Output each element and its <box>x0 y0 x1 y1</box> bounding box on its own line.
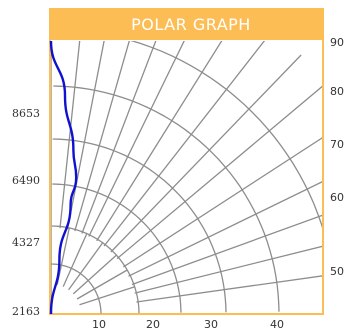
grid-spoke-0 <box>56 227 70 285</box>
y-left-tick-label: 8653 <box>12 107 40 120</box>
y-right-tick-label: 60 <box>330 191 344 204</box>
series-layer <box>49 40 78 315</box>
grid-radial-12 <box>134 245 322 294</box>
grid-arc-4 <box>53 85 280 312</box>
grid-spoke-4 <box>76 269 128 300</box>
grid-arc-2 <box>52 183 182 313</box>
grid-radial-8 <box>116 85 322 260</box>
y-right-tick-label: 80 <box>330 85 344 98</box>
x-tick-label: 20 <box>146 318 160 331</box>
grid-radial-10 <box>128 181 322 277</box>
grid-spoke-5 <box>79 286 135 306</box>
y-left-tick-label: 6490 <box>12 174 40 187</box>
title-bar <box>50 9 323 40</box>
grid-radial-3 <box>81 41 157 234</box>
grid-radial-7 <box>110 54 302 253</box>
y-left-tick-label: 4327 <box>12 236 40 249</box>
series-line-0 <box>49 40 78 315</box>
x-tick-label: 40 <box>270 318 284 331</box>
grid-arc-0 <box>51 263 102 314</box>
x-tick-label: 10 <box>92 318 106 331</box>
grid-spoke-1 <box>62 233 88 287</box>
x-tick-label: 30 <box>204 318 218 331</box>
grid-arc-3 <box>52 138 227 313</box>
grid-radial-9 <box>122 137 322 268</box>
grid-arc-5 <box>130 41 322 229</box>
grid-radial-0 <box>59 41 81 229</box>
grid-radial-13 <box>136 275 322 303</box>
grid-radial-2 <box>74 41 130 232</box>
grid-radial-6 <box>103 41 266 247</box>
y-right-tick-label: 70 <box>330 138 344 151</box>
grid-radial-4 <box>88 41 185 237</box>
grid-radial-11 <box>131 214 322 286</box>
ticks-layer: 2163 4327 6490 8653 50 60 70 80 90 10 20 30 40 <box>12 36 344 331</box>
grid-spoke-2 <box>68 242 104 291</box>
y-right-tick-label: 50 <box>330 265 344 278</box>
chart-title: POLAR GRAPH <box>131 15 251 34</box>
y-left-tick-label: 2163 <box>12 305 40 318</box>
y-right-tick-label: 90 <box>330 36 344 49</box>
chart-frame <box>49 8 324 315</box>
grid-spoke-3 <box>72 254 117 295</box>
grid-arc-1 <box>51 225 140 314</box>
grid-radial-5 <box>96 41 223 242</box>
grid-layer <box>51 41 322 314</box>
